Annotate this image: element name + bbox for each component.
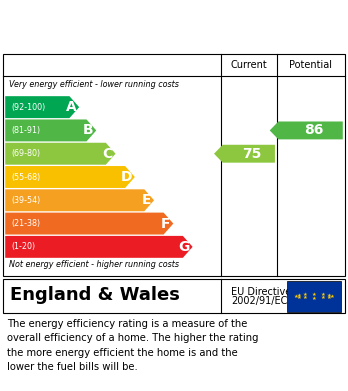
Text: (55-68): (55-68) bbox=[11, 172, 41, 181]
Text: (1-20): (1-20) bbox=[11, 242, 35, 251]
Text: E: E bbox=[142, 193, 151, 207]
Text: G: G bbox=[179, 240, 190, 254]
Text: (21-38): (21-38) bbox=[11, 219, 41, 228]
Text: Very energy efficient - lower running costs: Very energy efficient - lower running co… bbox=[9, 80, 179, 89]
Text: (92-100): (92-100) bbox=[11, 103, 46, 112]
Text: EU Directive: EU Directive bbox=[231, 287, 292, 297]
Text: 86: 86 bbox=[304, 124, 324, 137]
Text: ★: ★ bbox=[312, 296, 316, 301]
Text: (81-91): (81-91) bbox=[11, 126, 41, 135]
Text: (39-54): (39-54) bbox=[11, 196, 41, 205]
Text: The energy efficiency rating is a measure of the
overall efficiency of a home. T: The energy efficiency rating is a measur… bbox=[7, 319, 259, 372]
Text: ★: ★ bbox=[330, 294, 334, 299]
Text: 2002/91/EC: 2002/91/EC bbox=[231, 296, 288, 306]
Polygon shape bbox=[5, 236, 192, 258]
Text: ★: ★ bbox=[327, 293, 332, 298]
Polygon shape bbox=[5, 213, 173, 235]
Text: ★: ★ bbox=[327, 295, 332, 300]
Polygon shape bbox=[5, 166, 135, 188]
Text: B: B bbox=[83, 124, 94, 137]
Polygon shape bbox=[5, 96, 79, 118]
Text: F: F bbox=[161, 217, 171, 231]
Text: ★: ★ bbox=[296, 293, 301, 298]
Text: D: D bbox=[120, 170, 132, 184]
Polygon shape bbox=[5, 189, 154, 211]
Text: ★: ★ bbox=[312, 292, 316, 297]
Text: ★: ★ bbox=[321, 292, 325, 297]
Text: (69-80): (69-80) bbox=[11, 149, 41, 158]
Text: ★: ★ bbox=[321, 295, 325, 300]
Polygon shape bbox=[5, 120, 96, 142]
Text: ★: ★ bbox=[296, 295, 301, 300]
Polygon shape bbox=[5, 143, 116, 165]
Text: A: A bbox=[66, 100, 76, 114]
Text: Energy Efficiency Rating: Energy Efficiency Rating bbox=[10, 18, 239, 36]
Text: ★: ★ bbox=[294, 294, 299, 299]
Text: England & Wales: England & Wales bbox=[10, 287, 180, 305]
Text: ★: ★ bbox=[303, 295, 308, 300]
Text: Not energy efficient - higher running costs: Not energy efficient - higher running co… bbox=[9, 260, 179, 269]
Text: Current: Current bbox=[230, 60, 267, 70]
Polygon shape bbox=[270, 122, 343, 139]
Text: 75: 75 bbox=[243, 147, 262, 161]
Text: ★: ★ bbox=[303, 292, 308, 297]
Bar bbox=[287, 281, 341, 312]
Text: C: C bbox=[103, 147, 113, 161]
Text: Potential: Potential bbox=[289, 60, 332, 70]
Polygon shape bbox=[214, 145, 275, 163]
